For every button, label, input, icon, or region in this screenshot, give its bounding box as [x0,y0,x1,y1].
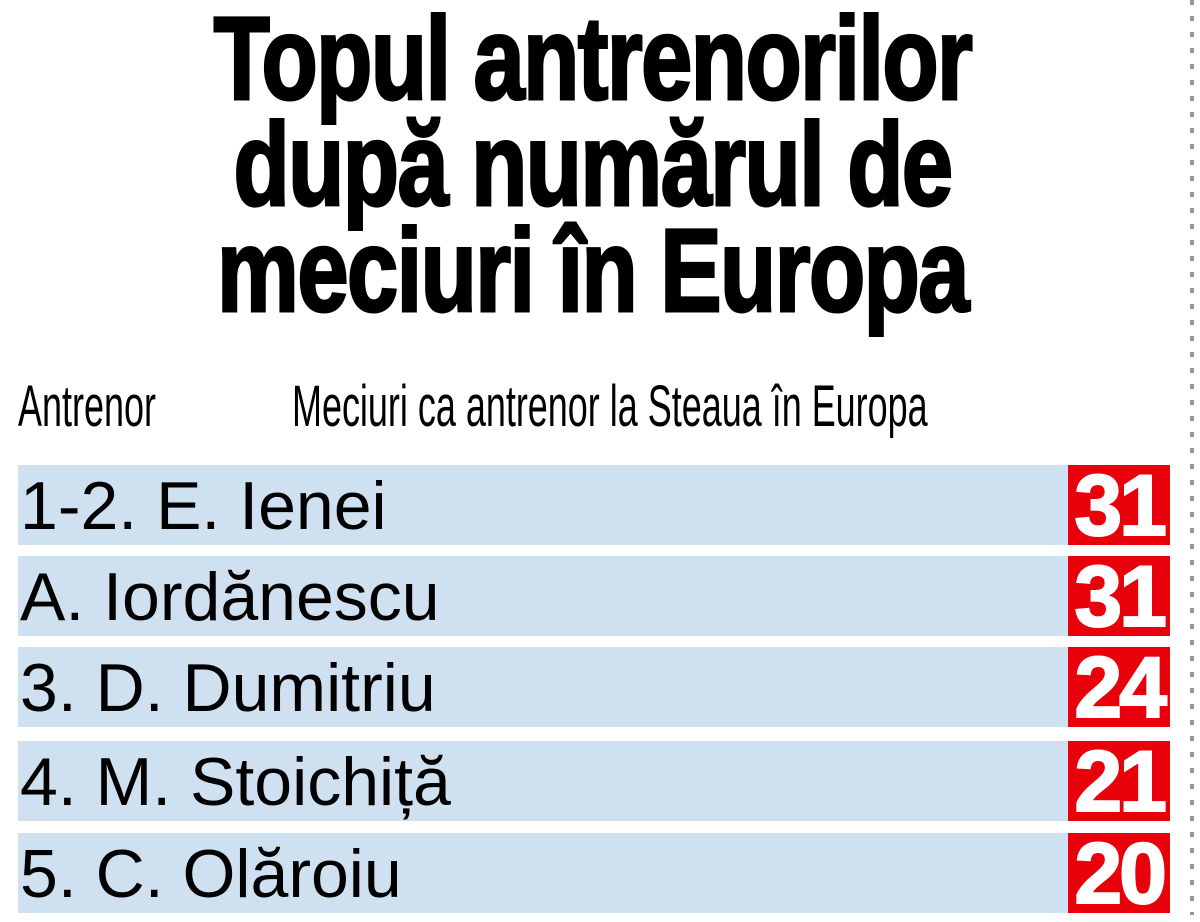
table-row: 4. M. Stoichiță 21 [18,738,1170,826]
matches-value: 31 [1068,462,1170,550]
dotted-divider [1190,0,1194,915]
table-row: A. Iordănescu 31 [18,553,1170,641]
matches-value: 24 [1068,644,1170,732]
title-line: Topul antrenorilor [213,0,975,125]
table-row: 1-2. E. Ienei 31 [18,462,1170,550]
matches-value: 21 [1068,738,1170,826]
coach-name: 1-2. E. Ienei [20,468,387,544]
column-header-coach: Antrenor [18,374,156,439]
table-row: 5. C. Olăroiu 20 [18,830,1170,918]
matches-value: 31 [1068,553,1170,641]
table-row: 3. D. Dumitriu 24 [18,644,1170,732]
coach-name: A. Iordănescu [20,559,440,635]
column-header-matches: Meciuri ca antrenor la Steaua în Europa [292,374,928,439]
matches-value: 20 [1068,830,1170,918]
coach-name: 4. M. Stoichiță [20,744,451,820]
title-line: după numărul de [232,99,954,231]
coach-name: 3. D. Dumitriu [20,650,436,726]
coach-name: 5. C. Olăroiu [20,836,402,912]
chart-title: Topul antrenorilor după numărul de meciu… [0,0,1185,337]
title-line: meciuri în Europa [216,205,971,337]
